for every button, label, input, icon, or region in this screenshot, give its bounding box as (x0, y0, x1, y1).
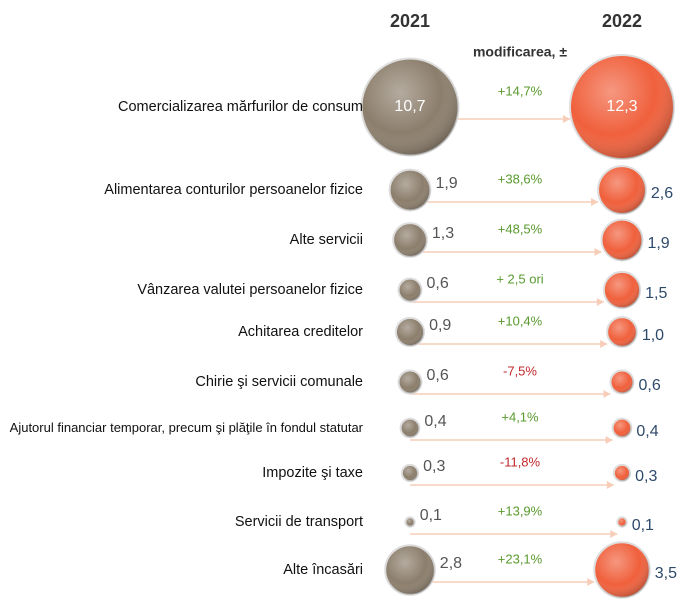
bubble-shine (405, 517, 415, 527)
value-label: 0,4 (636, 423, 658, 440)
bubble-shine (395, 317, 425, 347)
change-label: +48,5% (498, 221, 543, 236)
bubble-shine (594, 542, 650, 598)
value-label: 0,6 (638, 377, 660, 394)
change-label: + 2,5 ori (496, 271, 543, 286)
value-label: 1,3 (432, 225, 454, 242)
value-label: 12,3 (606, 98, 637, 115)
category-label: Impozite şi taxe (262, 465, 363, 481)
series-header: 2021 (390, 11, 430, 31)
change-label: -7,5% (503, 363, 537, 378)
category-label: Achitarea creditelor (238, 324, 363, 340)
category-label: Ajutorul financiar temporar, precum şi p… (9, 420, 363, 435)
series-header: 2022 (602, 11, 642, 31)
bubble-shine (601, 219, 643, 261)
value-label: 0,3 (423, 458, 445, 475)
arrow-head (606, 481, 614, 489)
change-label: -11,8% (500, 454, 541, 469)
arrow-head (600, 340, 608, 348)
value-label: 1,9 (435, 175, 457, 192)
bubble-shine (361, 58, 459, 156)
category-label: Servicii de transport (234, 514, 363, 530)
bubble-shine (400, 418, 420, 438)
category-label: Vânzarea valutei persoanelor fizice (137, 282, 363, 298)
value-label: 1,0 (642, 327, 664, 344)
bubble-shine (385, 545, 435, 595)
value-label: 2,6 (651, 185, 673, 202)
value-label: 0,4 (424, 413, 446, 430)
change-title: modificarea, ± (473, 44, 567, 60)
bubble-shine (598, 166, 646, 214)
change-label: +10,4% (498, 313, 543, 328)
category-label: Alimentarea conturilor persoanelor fizic… (104, 182, 363, 198)
bubble-shine (612, 418, 632, 438)
bubble-shine (398, 370, 422, 394)
value-label: 0,1 (420, 507, 442, 524)
category-label: Alte încasări (283, 562, 363, 578)
value-label: 1,5 (645, 285, 667, 302)
change-label: +4,1% (501, 409, 539, 424)
category-label: Comercializarea mărfurilor de consum (118, 99, 363, 115)
bubble-shine (610, 370, 634, 394)
category-label: Alte servicii (289, 232, 363, 248)
arrow-head (603, 390, 611, 398)
change-label: +23,1% (498, 551, 543, 566)
category-label: Chirie şi servicii comunale (195, 374, 363, 390)
bubble-shine (389, 169, 431, 211)
value-label: 0,3 (635, 468, 657, 485)
change-label: +38,6% (498, 171, 543, 186)
bubble-shine (393, 223, 427, 257)
bubble-shine (607, 317, 637, 347)
bubble-shine (603, 271, 641, 309)
value-label: 0,9 (429, 317, 451, 334)
arrow-head (594, 248, 602, 256)
change-label: +14,7% (498, 83, 543, 98)
value-label: 0,1 (632, 517, 654, 534)
bubble-shine (617, 517, 627, 527)
arrow-head (587, 578, 595, 586)
arrow-head (605, 436, 613, 444)
change-label: +13,9% (498, 503, 543, 518)
value-label: 0,6 (426, 275, 448, 292)
value-label: 0,6 (426, 367, 448, 384)
value-label: 1,9 (647, 235, 669, 252)
arrow-head (610, 530, 618, 538)
arrow-head (596, 298, 604, 306)
arrow-head (563, 115, 570, 123)
value-label: 2,8 (440, 555, 462, 572)
bubble-shine (613, 464, 631, 482)
arrow-head (591, 198, 599, 206)
bubble-shine (570, 55, 674, 159)
bubble-shine (401, 464, 419, 482)
value-label: 10,7 (394, 98, 425, 115)
value-label: 3,5 (655, 565, 677, 582)
bubble-shine (398, 278, 422, 302)
